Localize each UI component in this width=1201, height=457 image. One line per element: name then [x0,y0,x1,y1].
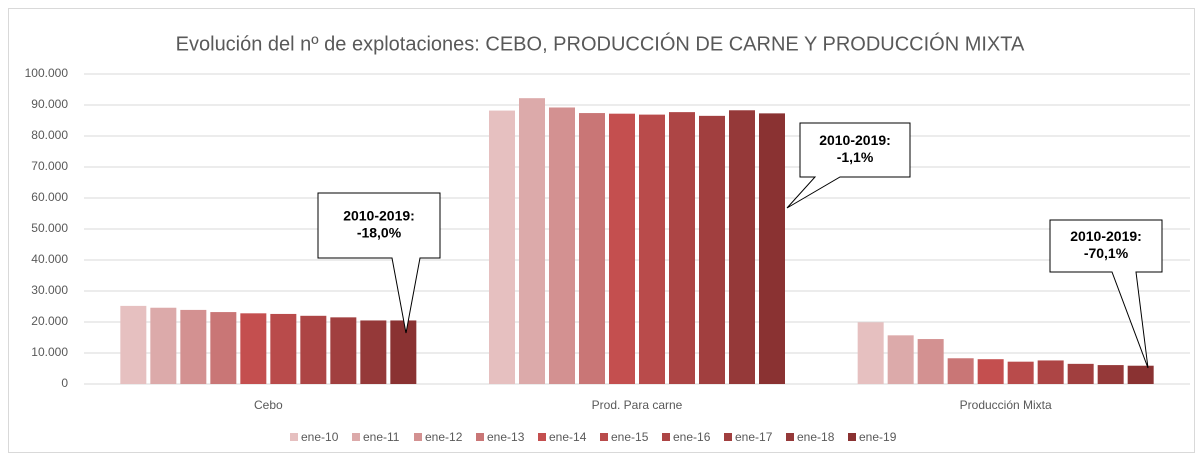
bar [699,115,725,384]
bar [120,305,147,384]
y-tick-label: 70.000 [31,159,68,173]
bar [1067,363,1094,384]
callout-text: 2010-2019: [1070,228,1142,244]
y-tick-label: 0 [61,376,68,390]
callout-text: -70,1% [1084,245,1129,261]
bar [180,309,207,384]
y-tick-label: 20.000 [31,314,68,328]
legend-label: ene-11 [363,430,400,444]
callout: 2010-2019:-1,1% [786,122,911,209]
bar [609,113,635,385]
bar [579,113,605,384]
bar [977,359,1004,384]
y-tick-label: 50.000 [31,221,68,235]
legend-swatch [662,433,670,441]
bar [857,322,884,384]
legend-swatch [414,433,422,441]
callout-text: -1,1% [837,149,874,165]
callout-text: 2010-2019: [819,132,891,148]
y-tick-label: 60.000 [31,190,68,204]
callout-shape [1049,219,1163,369]
legend-swatch [538,433,546,441]
bar [729,110,755,385]
bar [1037,360,1064,384]
legend-label: ene-10 [301,430,339,444]
y-tick-label: 90.000 [31,97,68,111]
legend-label: ene-12 [425,430,463,444]
callout-shape [317,192,441,334]
legend-label: ene-18 [797,430,835,444]
bar [210,312,237,384]
bar [947,358,974,384]
bar [519,98,545,385]
callout-text: 2010-2019: [343,208,415,224]
legend-label: ene-16 [673,430,711,444]
bar [330,317,357,384]
y-tick-label: 80.000 [31,128,68,142]
bar [300,315,327,384]
legend-swatch [848,433,856,441]
legend-label: ene-19 [859,430,897,444]
legend-swatch [600,433,608,441]
y-tick-label: 100.000 [25,66,69,80]
bar [917,339,944,384]
callout: 2010-2019:-70,1% [1049,219,1163,369]
bar [549,107,575,384]
x-tick-label: Prod. Para carne [592,398,683,412]
legend-swatch [290,433,298,441]
legend-swatch [786,433,794,441]
legend-label: ene-13 [487,430,525,444]
bar [390,320,417,384]
bar [489,110,515,384]
y-tick-label: 10.000 [31,345,68,359]
legend-swatch [352,433,360,441]
legend-swatch [476,433,484,441]
callout: 2010-2019:-18,0% [317,192,441,334]
callout-shape [786,122,911,209]
chart-title: Evolución del nº de explotaciones: CEBO,… [176,32,1025,55]
callout-text: -18,0% [357,225,402,241]
bar [887,335,914,384]
legend-label: ene-14 [549,430,587,444]
bar [360,320,387,384]
y-tick-label: 30.000 [31,283,68,297]
bar [270,313,297,384]
bar [759,113,785,385]
y-tick-label: 40.000 [31,252,68,266]
bar [150,307,177,384]
bar [1097,365,1124,384]
bar [240,313,267,384]
bar [669,112,695,384]
legend-label: ene-15 [611,430,649,444]
bar [1007,361,1034,384]
legend-label: ene-17 [735,430,773,444]
x-tick-label: Cebo [254,398,283,412]
x-tick-label: Producción Mixta [960,398,1052,412]
bar [1127,365,1154,384]
legend-swatch [724,433,732,441]
bar [639,114,665,385]
